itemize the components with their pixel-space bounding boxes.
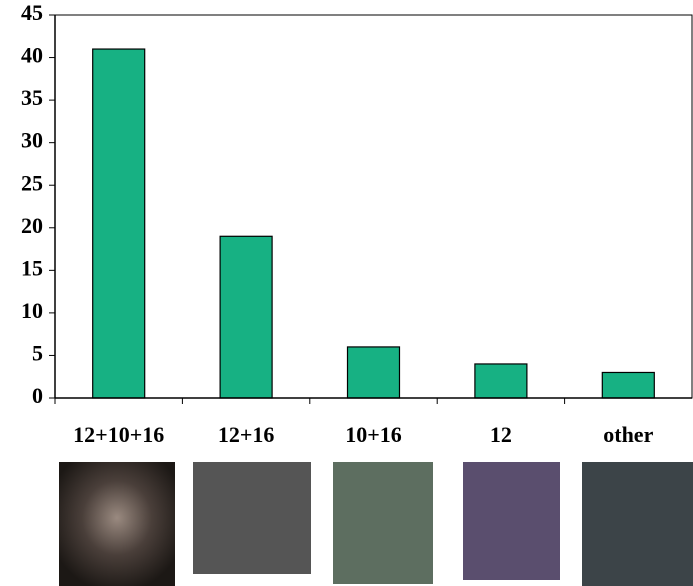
- y-tick-label: 10: [21, 298, 43, 323]
- x-tick-label: 12+16: [218, 422, 275, 447]
- y-tick-label: 45: [21, 0, 43, 25]
- photo: [463, 462, 560, 580]
- photo: [333, 462, 433, 584]
- y-tick-label: 20: [21, 213, 43, 238]
- x-tick-label: other: [603, 422, 653, 447]
- bar: [475, 364, 527, 398]
- photo: [59, 462, 175, 586]
- y-tick-label: 5: [32, 340, 43, 365]
- y-tick-label: 25: [21, 170, 43, 195]
- x-tick-label: 10+16: [345, 422, 402, 447]
- photo: [582, 462, 693, 586]
- bar: [220, 236, 272, 398]
- bar: [348, 347, 400, 398]
- plot-frame: [55, 15, 692, 398]
- photo: [193, 462, 311, 574]
- chart: 0 5 10 15 20 25 30 35 40 45 12+10+16 12+16 10+16 12 ot…: [0, 0, 693, 586]
- x-tick-label: 12: [490, 422, 512, 447]
- bar: [602, 372, 654, 398]
- y-tick-label: 0: [32, 383, 43, 408]
- y-tick-label: 40: [21, 43, 43, 68]
- y-tick-label: 35: [21, 85, 43, 110]
- y-tick-label: 15: [21, 255, 43, 280]
- y-tick-label: 30: [21, 128, 43, 153]
- bar: [93, 49, 145, 398]
- x-tick-label: 12+10+16: [73, 422, 164, 447]
